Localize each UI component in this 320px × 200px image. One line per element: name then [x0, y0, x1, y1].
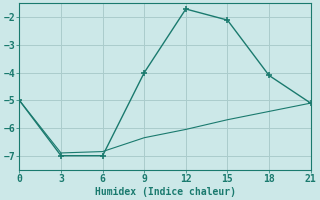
X-axis label: Humidex (Indice chaleur): Humidex (Indice chaleur) — [94, 186, 236, 197]
